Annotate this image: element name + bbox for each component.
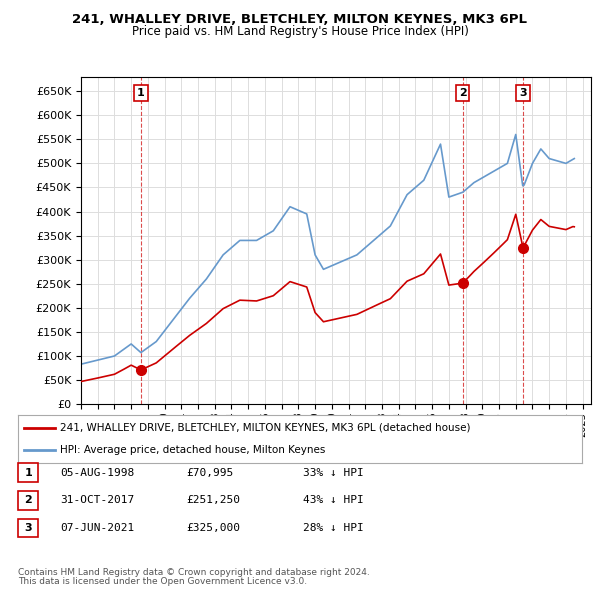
Text: 07-JUN-2021: 07-JUN-2021 <box>60 523 134 533</box>
Text: HPI: Average price, detached house, Milton Keynes: HPI: Average price, detached house, Milt… <box>60 445 326 455</box>
Text: £70,995: £70,995 <box>186 468 233 477</box>
Text: 28% ↓ HPI: 28% ↓ HPI <box>303 523 364 533</box>
Text: 33% ↓ HPI: 33% ↓ HPI <box>303 468 364 477</box>
Text: Price paid vs. HM Land Registry's House Price Index (HPI): Price paid vs. HM Land Registry's House … <box>131 25 469 38</box>
Text: 2: 2 <box>459 88 467 98</box>
Text: 31-OCT-2017: 31-OCT-2017 <box>60 496 134 505</box>
Text: 3: 3 <box>519 88 527 98</box>
Text: £251,250: £251,250 <box>186 496 240 505</box>
Text: 2: 2 <box>25 496 32 505</box>
Text: 241, WHALLEY DRIVE, BLETCHLEY, MILTON KEYNES, MK3 6PL: 241, WHALLEY DRIVE, BLETCHLEY, MILTON KE… <box>73 13 527 26</box>
Text: £325,000: £325,000 <box>186 523 240 533</box>
Text: 3: 3 <box>25 523 32 533</box>
Text: This data is licensed under the Open Government Licence v3.0.: This data is licensed under the Open Gov… <box>18 578 307 586</box>
Text: 1: 1 <box>25 468 32 477</box>
Text: 43% ↓ HPI: 43% ↓ HPI <box>303 496 364 505</box>
Text: 241, WHALLEY DRIVE, BLETCHLEY, MILTON KEYNES, MK3 6PL (detached house): 241, WHALLEY DRIVE, BLETCHLEY, MILTON KE… <box>60 423 471 433</box>
Text: 05-AUG-1998: 05-AUG-1998 <box>60 468 134 477</box>
Text: Contains HM Land Registry data © Crown copyright and database right 2024.: Contains HM Land Registry data © Crown c… <box>18 568 370 577</box>
Text: 1: 1 <box>137 88 145 98</box>
